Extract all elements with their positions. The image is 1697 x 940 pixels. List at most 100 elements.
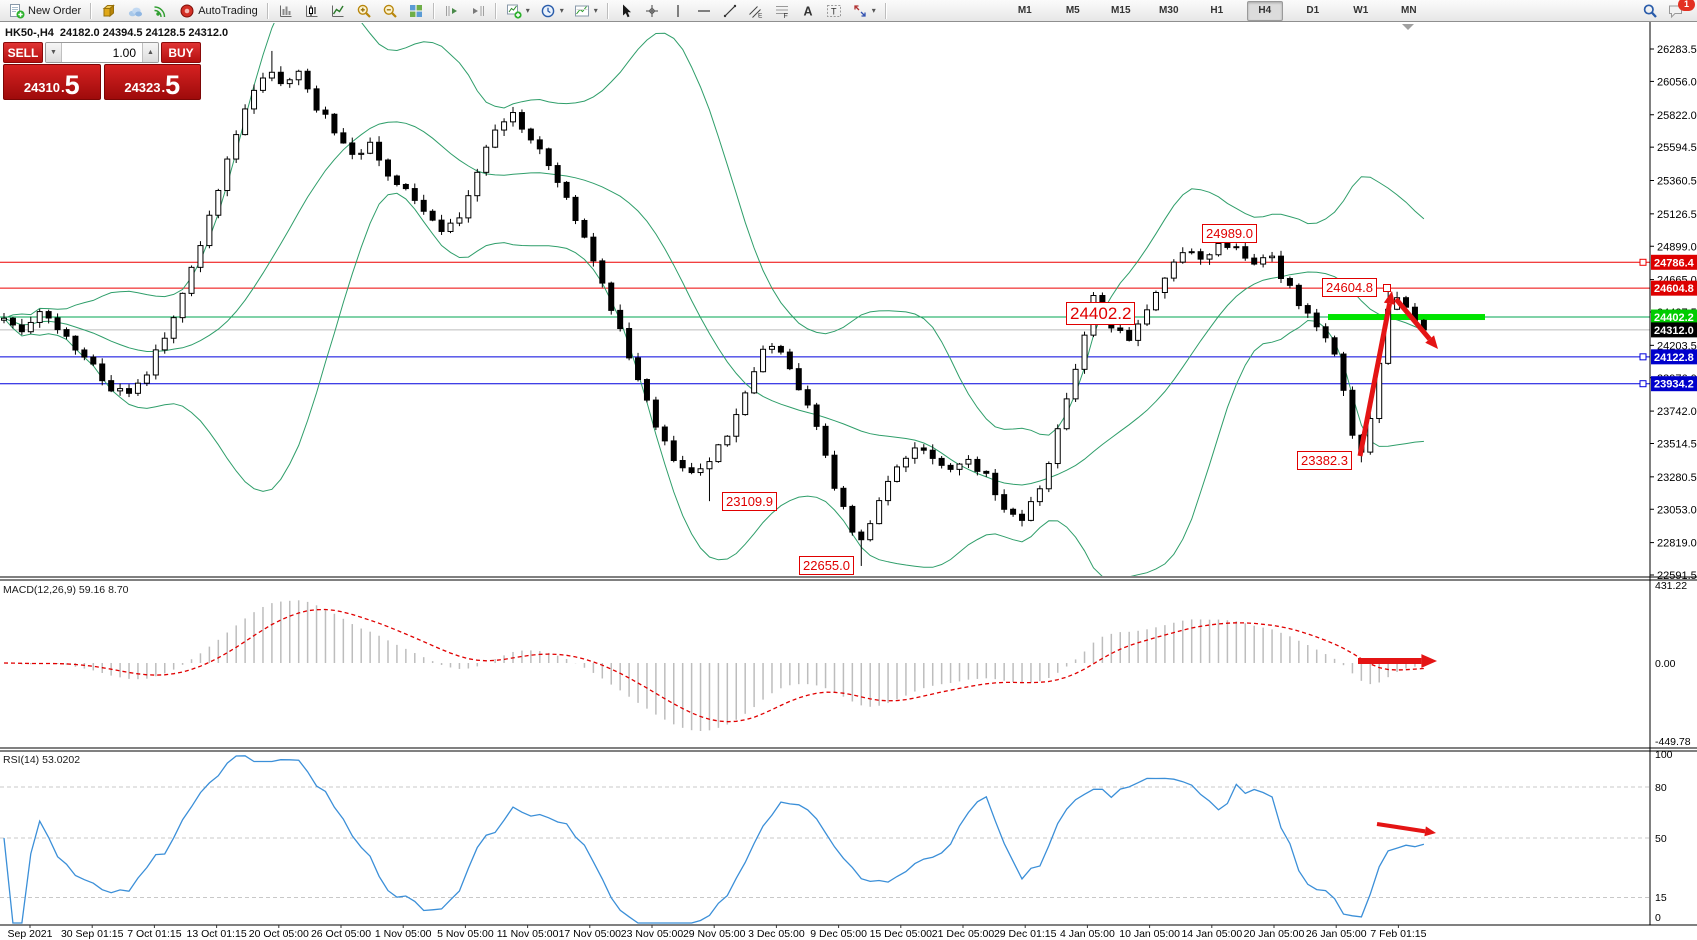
timeframe-toolbar: M1 M5 M15 M30 H1 H4 D1 W1 MN [1001, 0, 1433, 21]
toolbar-button-label: New Order [28, 4, 82, 17]
timeframe-m15-button[interactable]: M15 [1111, 5, 1131, 16]
toolbar-separator [494, 2, 497, 19]
crosshair-tool-button[interactable] [639, 0, 665, 22]
price-text-label[interactable]: 23109.9 [722, 492, 777, 511]
panel-collapse-arrow[interactable] [1402, 24, 1414, 30]
buy-button[interactable]: BUY [161, 42, 201, 63]
search-button[interactable] [1637, 0, 1663, 22]
svg-text:24604.8: 24604.8 [1654, 283, 1694, 295]
line-selection-handle[interactable] [1639, 258, 1647, 266]
line-selection-handle[interactable] [1639, 380, 1647, 388]
horizontal-line-tool-button[interactable] [691, 0, 717, 22]
zoom-out-button[interactable] [377, 0, 403, 22]
periods-menu-button[interactable]: ▾ [535, 0, 569, 22]
auto-scroll-button[interactable] [439, 0, 465, 22]
svg-text:A: A [803, 4, 812, 18]
sell-button[interactable]: SELL [3, 42, 43, 63]
svg-text:80: 80 [1655, 782, 1667, 794]
svg-text:15 Dec 05:00: 15 Dec 05:00 [870, 928, 933, 940]
trendline-tool-button[interactable] [717, 0, 743, 22]
tile-windows-button[interactable] [403, 0, 429, 22]
candle-chart-button[interactable] [299, 0, 325, 22]
new-order-button[interactable]: New Order [4, 0, 86, 22]
label-icon: T [826, 3, 842, 19]
vertical-line-tool-button[interactable] [665, 0, 691, 22]
bollinger-bands [3, 23, 1425, 576]
fibonacci-tool-button[interactable]: F [769, 0, 795, 22]
text-icon: A [800, 3, 816, 19]
ohlc-values: 24182.0 24394.5 24128.5 24312.0 [59, 27, 229, 39]
symbol-period-label: HK50-,H4 [5, 27, 54, 39]
horizontal-line-objects[interactable] [0, 261, 1650, 385]
timeframe-h4-button[interactable]: H4 [1246, 0, 1283, 21]
line-selection-handle[interactable] [1639, 353, 1647, 361]
svg-text:100: 100 [1655, 749, 1673, 761]
timeframe-m30-button[interactable]: M30 [1159, 5, 1179, 16]
svg-text:25360.5: 25360.5 [1657, 176, 1697, 188]
toolbar-separator [90, 2, 93, 19]
search-icon [1642, 3, 1658, 19]
sell-price-tile[interactable]: 24310. 5 [3, 64, 101, 100]
volume-input[interactable] [62, 43, 142, 62]
timeframe-m5-button[interactable]: M5 [1065, 5, 1080, 16]
label-selection-handle[interactable] [1383, 283, 1392, 292]
volume-increase-button[interactable]: ▲ [142, 43, 158, 62]
toolbar-button-label: AutoTrading [198, 4, 258, 17]
cloud-button[interactable] [122, 0, 148, 22]
timeframe-h1-button[interactable]: H1 [1210, 5, 1224, 16]
line-chart-button[interactable] [325, 0, 351, 22]
red-arrow [1394, 297, 1432, 341]
buy-price-last-digit: 5 [165, 70, 181, 100]
price-axis-badge [1651, 280, 1697, 296]
timeframe-d1-button[interactable]: D1 [1306, 5, 1320, 16]
chevron-down-icon: ▾ [593, 6, 598, 15]
price-text-label[interactable]: 24402.2 [1066, 302, 1136, 325]
zoom-in-button[interactable] [351, 0, 377, 22]
volume-decrease-button[interactable]: ▼ [46, 43, 62, 62]
signals-button[interactable] [148, 0, 174, 22]
price-text-label[interactable]: 24989.0 [1202, 224, 1257, 243]
rsi-value: 53.0202 [42, 754, 81, 766]
rsi-indicator-title: RSI(14) 53.0202 [3, 754, 81, 766]
bar-chart-button[interactable] [273, 0, 299, 22]
svg-text:22819.0: 22819.0 [1657, 538, 1697, 550]
timeframe-m1-button[interactable]: M1 [1017, 5, 1032, 16]
indicators-menu-button[interactable]: ▾ [501, 0, 535, 22]
tile-windows-icon [408, 3, 424, 19]
support-highlight-bar[interactable] [1328, 314, 1485, 321]
svg-text:5 Nov 05:00: 5 Nov 05:00 [437, 928, 494, 940]
arrows-tool-button[interactable]: ▾ [847, 0, 881, 22]
templates-menu-button[interactable]: ▾ [569, 0, 603, 22]
chart-header: HK50-,H4 24182.0 24394.5 24128.5 24312.0 [5, 27, 228, 39]
cursor-tool-button[interactable] [613, 0, 639, 22]
buy-price-tile[interactable]: 24323. 5 [103, 64, 201, 100]
red-arrow [1376, 822, 1426, 834]
chat-button[interactable]: 1 [1663, 0, 1695, 22]
channel-tool-button[interactable]: E [743, 0, 769, 22]
channel-icon: E [748, 3, 764, 19]
red-arrow-head [1425, 335, 1438, 349]
market-watch-button[interactable] [96, 0, 122, 22]
chevron-down-icon: ▾ [559, 6, 564, 15]
annotation-arrows[interactable] [1357, 291, 1438, 837]
svg-text:23514.5: 23514.5 [1657, 439, 1697, 451]
timeframe-mn-button[interactable]: MN [1401, 5, 1417, 16]
price-axis[interactable]: 26283.5 26056.0 25822.0 25594.5 25360.5 25126… [1649, 22, 1697, 925]
zoom-in-icon [356, 3, 372, 19]
price-text-label[interactable]: 24604.8 [1322, 278, 1377, 297]
cursor-icon [618, 3, 634, 19]
text-tool-button[interactable]: A [795, 0, 821, 22]
autotrading-button[interactable]: AutoTrading [174, 0, 263, 22]
price-text-label[interactable]: 23382.3 [1297, 451, 1352, 470]
text-label-tool-button[interactable]: T [821, 0, 847, 22]
price-text-label[interactable]: 22655.0 [799, 556, 854, 575]
chevron-down-icon: ▾ [871, 6, 876, 15]
chart-shift-button[interactable] [465, 0, 491, 22]
price-axis-badge [1651, 254, 1697, 270]
timeframe-w1-button[interactable]: W1 [1353, 5, 1369, 16]
rsi-panel [0, 755, 1650, 924]
bar-chart-icon [278, 3, 294, 19]
time-axis[interactable]: Sep 2021 30 Sep 01:15 7 Oct 01:15 13 Oct 01… [8, 925, 1427, 940]
svg-text:1 Nov 05:00: 1 Nov 05:00 [375, 928, 432, 940]
